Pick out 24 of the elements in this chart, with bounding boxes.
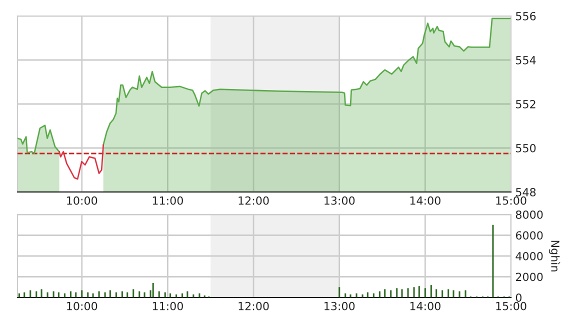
line-series: [58, 144, 104, 180]
x-tick-label: 12:00: [238, 196, 269, 205]
y-axis-title: Nghìn: [548, 240, 560, 272]
x-tick-label: 12:00: [238, 302, 269, 310]
y-tick-label: 4000: [516, 252, 543, 260]
x-tick-label: 10:00: [67, 196, 98, 205]
x-tick-label: 10:00: [67, 302, 98, 310]
y-tick-label: 6000: [516, 231, 543, 240]
y-tick-label: 552: [516, 100, 536, 108]
y-tick-label: 554: [516, 56, 536, 64]
x-tick-label: 15:00: [496, 196, 526, 205]
y-tick-label: 556: [516, 12, 536, 20]
y-tick-label: 550: [516, 144, 536, 152]
y-tick-label: 0: [516, 293, 522, 302]
x-tick-label: 11:00: [152, 302, 183, 310]
y-tick-label: 2000: [516, 272, 543, 282]
x-tick-label: 14:00: [410, 302, 440, 310]
x-tick-label: 11:00: [152, 196, 183, 205]
x-tick-label: 13:00: [324, 302, 355, 310]
x-tick-label: 15:00: [496, 302, 526, 310]
y-tick-label: 8000: [516, 210, 543, 219]
y-tick-label: 548: [516, 188, 536, 196]
x-tick-label: 14:00: [410, 196, 440, 205]
x-tick-label: 13:00: [324, 196, 355, 205]
